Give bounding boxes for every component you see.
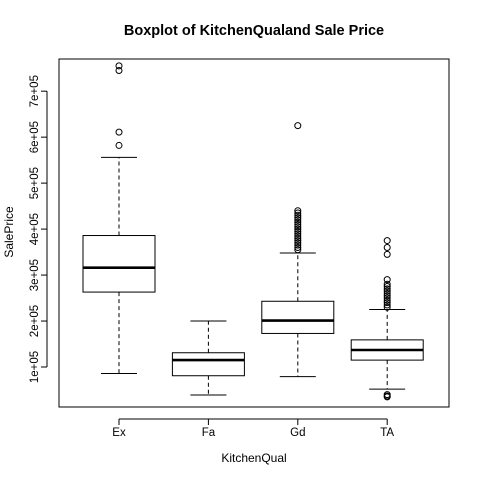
y-tick-label: 2e+05 bbox=[29, 305, 41, 337]
iqr-box bbox=[172, 353, 244, 376]
y-tick-label: 7e+05 bbox=[29, 75, 41, 107]
iqr-box bbox=[83, 236, 155, 293]
y-tick-label: 5e+05 bbox=[29, 167, 41, 199]
y-tick-label: 3e+05 bbox=[29, 259, 41, 291]
x-tick-label: Gd bbox=[290, 427, 305, 439]
y-tick-label: 6e+05 bbox=[29, 121, 41, 153]
chart-title: Boxplot of KitchenQualand Sale Price bbox=[124, 23, 384, 39]
x-axis-title: KitchenQual bbox=[221, 451, 286, 465]
iqr-box bbox=[262, 301, 334, 333]
y-tick-label: 4e+05 bbox=[29, 213, 41, 245]
x-tick-label: TA bbox=[380, 427, 394, 439]
x-tick-label: Ex bbox=[112, 427, 126, 439]
x-tick-label: Fa bbox=[202, 427, 216, 439]
y-axis-title: SalePrice bbox=[2, 206, 16, 258]
y-tick-label: 1e+05 bbox=[29, 351, 41, 383]
